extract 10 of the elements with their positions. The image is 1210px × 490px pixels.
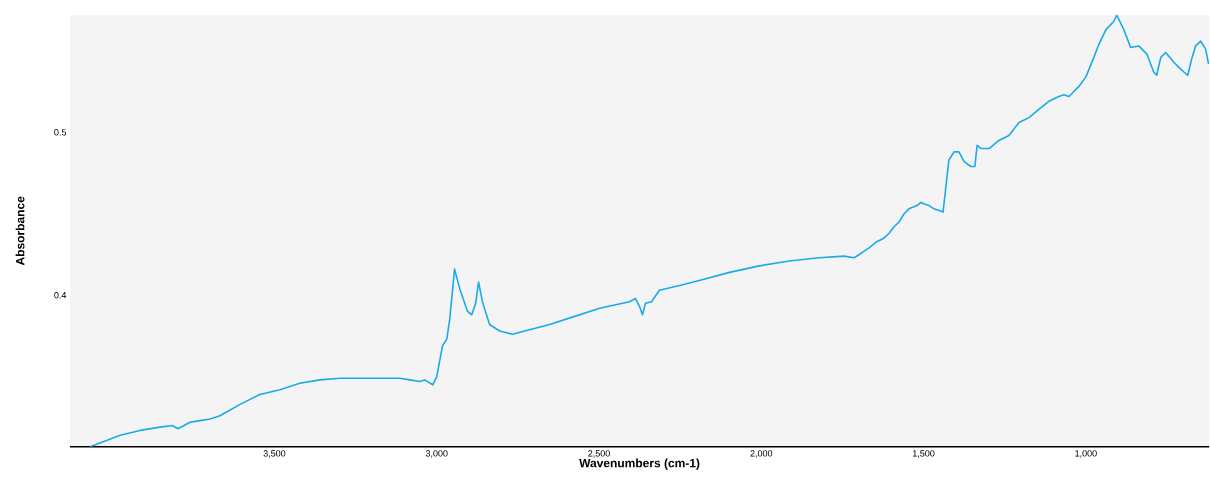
y-axis-title: Absorbance xyxy=(15,196,25,266)
y-tick-label: 0.4 xyxy=(54,292,67,299)
x-tick-label: 1,000 xyxy=(1075,450,1097,458)
x-tick-label: 3,500 xyxy=(263,450,286,458)
x-tick-label: 1,500 xyxy=(913,450,935,458)
x-tick-label: 3,000 xyxy=(425,450,448,458)
x-axis-title: Wavenumbers (cm-1) xyxy=(579,458,700,470)
x-tick-label: 2,000 xyxy=(750,450,773,458)
x-tick-label: 2,500 xyxy=(588,450,610,458)
y-tick-label: 0.5 xyxy=(54,129,67,136)
